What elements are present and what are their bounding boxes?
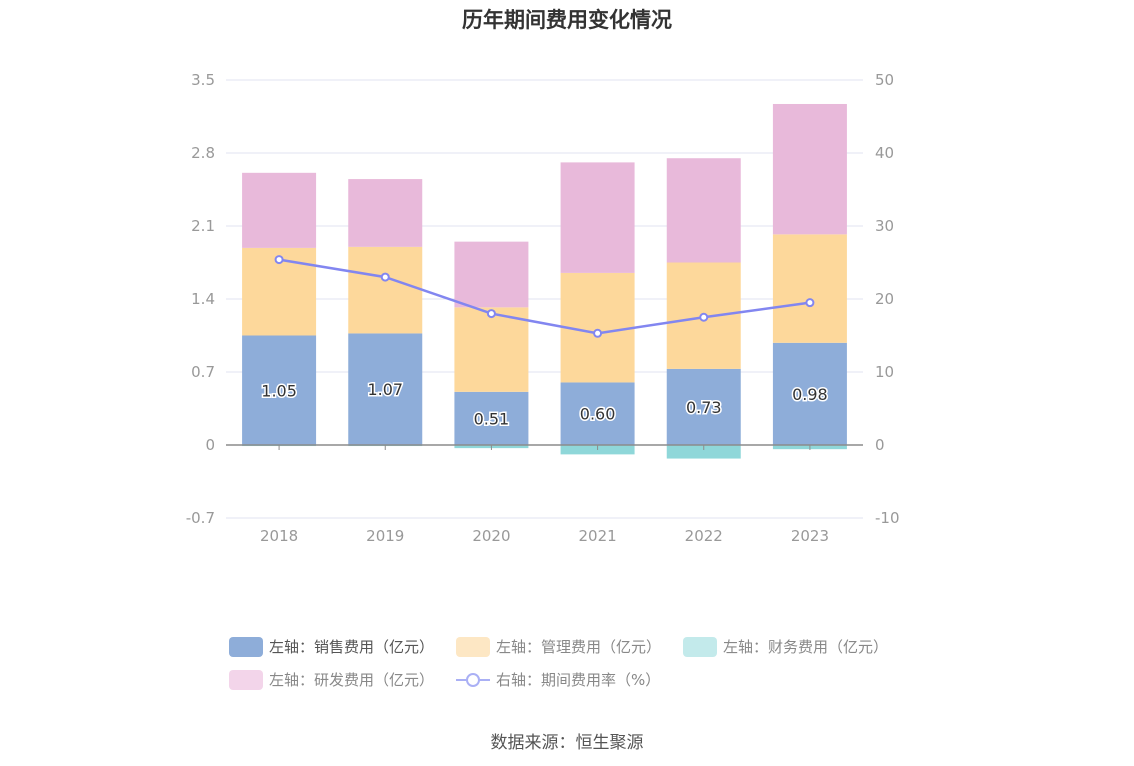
left-axis-tick-label: 1.4	[191, 290, 215, 308]
legend-row-1: 左轴：销售费用（亿元） 左轴：管理费用（亿元） 左轴：财务费用（亿元）	[229, 630, 929, 663]
left-axis-tick-label: -0.7	[186, 509, 215, 527]
legend-line-marker-icon	[456, 670, 491, 690]
chart-title: 历年期间费用变化情况	[462, 8, 672, 32]
legend-item-rnd[interactable]: 左轴：研发费用（亿元）	[229, 669, 434, 690]
legend-swatch-sales	[229, 636, 263, 657]
right-axis-tick-label: 0	[875, 436, 885, 454]
legend-item-expense-rate[interactable]: 右轴：期间费用率（%）	[456, 669, 660, 690]
legend-label-expense-rate: 右轴：期间费用率（%）	[496, 671, 661, 689]
bar-segment	[348, 333, 423, 445]
x-axis-tick-label: 2019	[366, 527, 404, 545]
legend: 左轴：销售费用（亿元） 左轴：管理费用（亿元） 左轴：财务费用（亿元） 左轴：研…	[229, 630, 929, 696]
bar-segment	[666, 445, 741, 459]
chart-plot: -0.7 0 0.7 1.4 2.1 2.8 3.5 -10 0 10 20 30 40 50 2018 20…	[186, 71, 900, 545]
legend-item-sales[interactable]: 左轴：销售费用（亿元）	[229, 636, 434, 657]
left-axis-tick-label: 2.8	[191, 144, 215, 162]
bar-segment	[560, 162, 635, 273]
expense-rate-point	[274, 255, 284, 265]
legend-label-finance: 左轴：财务费用（亿元）	[723, 638, 889, 656]
bar-segment	[454, 307, 529, 392]
legend-row-2: 左轴：研发费用（亿元） 右轴：期间费用率（%）	[229, 663, 929, 696]
bar-segment	[242, 172, 317, 248]
bar-segment	[348, 179, 423, 247]
bar-segment	[454, 391, 529, 445]
legend-label-rnd: 左轴：研发费用（亿元）	[269, 671, 435, 689]
right-axis-tick-label: 10	[875, 363, 894, 381]
x-axis-tick-label: 2020	[472, 527, 510, 545]
x-axis-tick-label: 2021	[578, 527, 616, 545]
bar-segment	[242, 335, 317, 445]
legend-item-admin[interactable]: 左轴：管理费用（亿元）	[456, 636, 661, 657]
data-source: 数据来源：恒生聚源	[490, 733, 644, 753]
expense-rate-point	[805, 298, 815, 308]
legend-item-finance[interactable]: 左轴：财务费用（亿元）	[683, 636, 888, 657]
legend-label-admin: 左轴：管理费用（亿元）	[496, 638, 662, 656]
bar-segment	[666, 368, 741, 445]
bar-data-label: 0.60	[580, 405, 616, 424]
bar-segment	[666, 158, 741, 263]
right-axis-tick-label: -10	[875, 509, 900, 527]
x-axis-tick-label: 2018	[260, 527, 298, 545]
bar-segment	[772, 234, 847, 343]
legend-swatch-finance	[683, 636, 718, 657]
left-axis-tick-label: 2.1	[191, 217, 215, 235]
right-axis-tick-label: 50	[875, 71, 894, 89]
bar-data-label: 0.51	[474, 409, 510, 428]
left-axis-tick-label: 0	[205, 436, 215, 454]
bar-data-label: 1.05	[261, 381, 297, 400]
bar-segment	[772, 103, 847, 235]
bar-segment	[772, 342, 847, 445]
legend-swatch-rnd	[229, 669, 263, 690]
expense-rate-point	[593, 328, 603, 338]
left-axis-tick-label: 0.7	[191, 363, 215, 381]
left-axis-tick-label: 3.5	[191, 71, 215, 89]
bar-segment	[454, 241, 529, 308]
bar-data-label: 0.73	[686, 398, 722, 417]
expense-rate-line	[278, 258, 811, 335]
legend-label-sales: 左轴：销售费用（亿元）	[269, 638, 435, 656]
x-axis-tick-label: 2022	[685, 527, 723, 545]
right-axis-tick-label: 30	[875, 217, 894, 235]
expense-rate-point	[699, 312, 709, 322]
right-axis-tick-label: 40	[875, 144, 894, 162]
bar-data-label: 1.07	[367, 380, 403, 399]
expense-rate-point	[380, 272, 390, 282]
legend-swatch-admin	[456, 636, 491, 657]
bar-segment	[560, 382, 635, 445]
right-axis-tick-label: 20	[875, 290, 894, 308]
x-axis-tick-label: 2023	[791, 527, 829, 545]
bar-data-label: 0.98	[792, 385, 828, 404]
expense-rate-point	[486, 309, 496, 319]
bar-segment	[348, 246, 423, 334]
